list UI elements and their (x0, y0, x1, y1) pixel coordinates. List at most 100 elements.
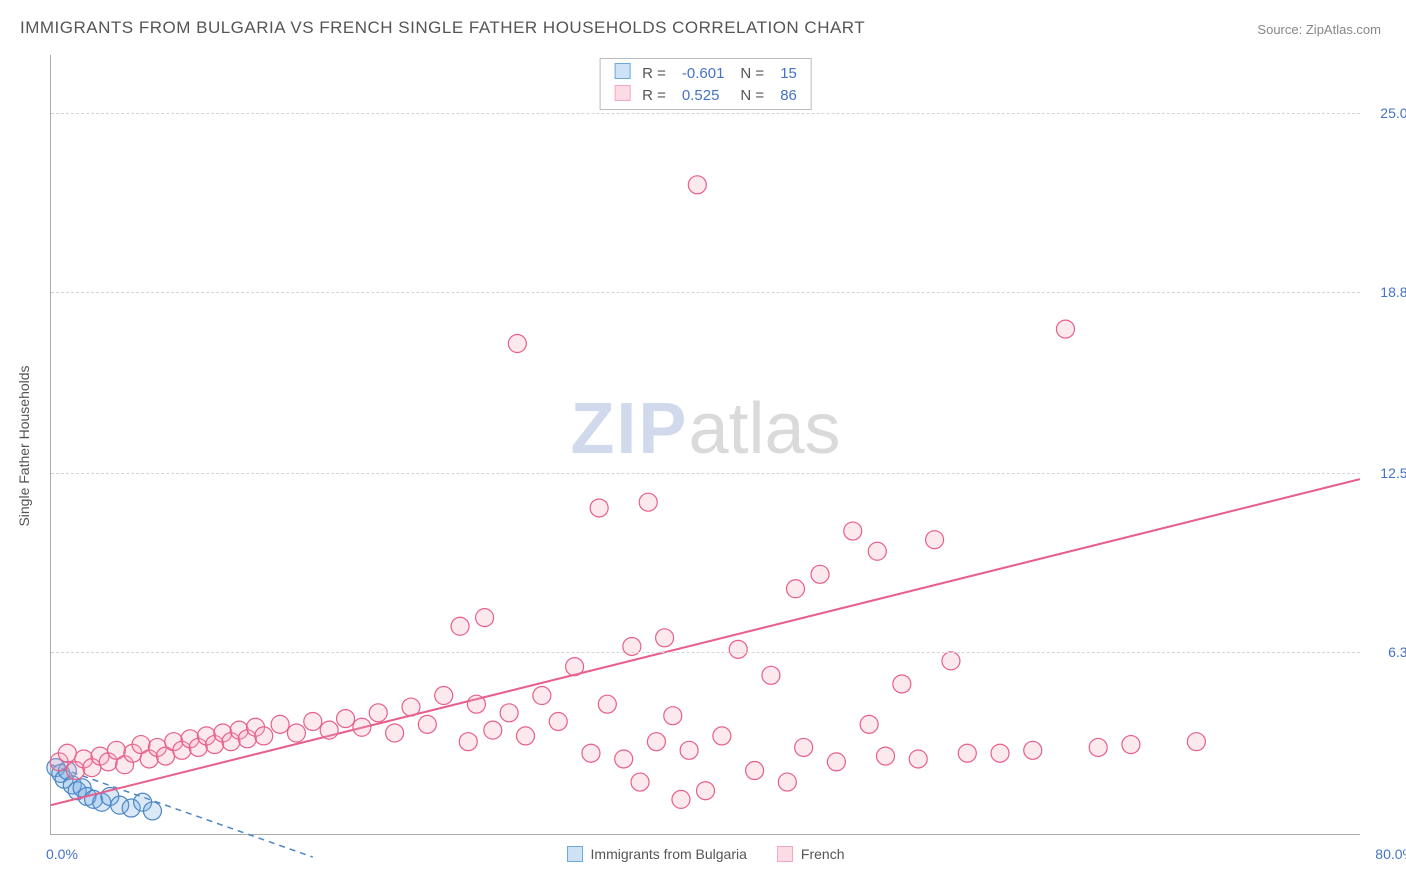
data-point (255, 727, 273, 745)
data-point (615, 750, 633, 768)
data-point (991, 744, 1009, 762)
data-point (484, 721, 502, 739)
data-point (868, 542, 886, 560)
data-point (459, 733, 477, 751)
data-point (533, 687, 551, 705)
legend-item-french: French (777, 846, 845, 862)
y-tick-label: 25.0% (1365, 105, 1406, 121)
series-legend: Immigrants from Bulgaria French (567, 846, 845, 862)
x-tick-max: 80.0% (1375, 846, 1406, 862)
legend-row-pink: R = 0.525 N = 86 (606, 84, 805, 106)
data-point (353, 718, 371, 736)
legend-row-blue: R = -0.601 N = 15 (606, 62, 805, 84)
data-point (844, 522, 862, 540)
data-point (827, 753, 845, 771)
data-point (1056, 320, 1074, 338)
data-point (418, 715, 436, 733)
y-tick-label: 12.5% (1365, 465, 1406, 481)
data-point (958, 744, 976, 762)
data-point (1089, 738, 1107, 756)
data-point (435, 687, 453, 705)
legend-item-bulgaria: Immigrants from Bulgaria (567, 846, 747, 862)
y-tick-label: 6.3% (1365, 644, 1406, 660)
data-point (942, 652, 960, 670)
legend-N-label: N = (732, 84, 772, 106)
data-point (664, 707, 682, 725)
data-point (795, 738, 813, 756)
correlation-legend: R = -0.601 N = 15 R = 0.525 N = 86 (599, 58, 812, 110)
data-point (369, 704, 387, 722)
data-point (1187, 733, 1205, 751)
data-point (271, 715, 289, 733)
legend-swatch-french (777, 846, 793, 862)
legend-swatch-blue (614, 63, 630, 79)
gridline (51, 292, 1360, 293)
legend-N-blue: 15 (772, 62, 805, 84)
data-point (909, 750, 927, 768)
data-point (672, 790, 690, 808)
data-point (402, 698, 420, 716)
legend-N-pink: 86 (772, 84, 805, 106)
data-point (517, 727, 535, 745)
data-point (713, 727, 731, 745)
source-value: ZipAtlas.com (1306, 22, 1381, 37)
data-point (549, 712, 567, 730)
source-label: Source: (1257, 22, 1302, 37)
data-point (893, 675, 911, 693)
data-point (647, 733, 665, 751)
data-point (688, 176, 706, 194)
gridline (51, 113, 1360, 114)
source-attribution: Source: ZipAtlas.com (1257, 22, 1381, 37)
data-point (143, 802, 161, 820)
y-axis-label: Single Father Households (16, 365, 32, 526)
legend-R-label: R = (634, 84, 674, 106)
data-point (337, 710, 355, 728)
data-point (467, 695, 485, 713)
data-point (58, 744, 76, 762)
legend-label-french: French (801, 846, 845, 862)
data-point (680, 741, 698, 759)
trend-line (51, 765, 313, 857)
data-point (304, 712, 322, 730)
data-point (582, 744, 600, 762)
data-point (656, 629, 674, 647)
chart-title: IMMIGRANTS FROM BULGARIA VS FRENCH SINGL… (20, 18, 865, 38)
data-point (451, 617, 469, 635)
y-tick-label: 18.8% (1365, 284, 1406, 300)
data-point (1122, 736, 1140, 754)
data-point (697, 782, 715, 800)
legend-swatch-pink (614, 85, 630, 101)
data-point (566, 658, 584, 676)
data-point (786, 580, 804, 598)
data-point (746, 762, 764, 780)
chart-svg (51, 55, 1360, 834)
data-point (778, 773, 796, 791)
data-point (320, 721, 338, 739)
x-tick-min: 0.0% (46, 846, 78, 862)
data-point (598, 695, 616, 713)
legend-swatch-bulgaria (567, 846, 583, 862)
plot-area: ZIPatlas R = -0.601 N = 15 R = 0.525 N =… (50, 55, 1360, 835)
gridline (51, 652, 1360, 653)
data-point (876, 747, 894, 765)
data-point (860, 715, 878, 733)
data-point (811, 565, 829, 583)
legend-N-label: N = (732, 62, 772, 84)
data-point (508, 335, 526, 353)
data-point (631, 773, 649, 791)
data-point (639, 493, 657, 511)
data-point (926, 531, 944, 549)
data-point (287, 724, 305, 742)
trend-line (51, 479, 1360, 805)
gridline (51, 473, 1360, 474)
legend-R-label: R = (634, 62, 674, 84)
data-point (729, 640, 747, 658)
data-point (762, 666, 780, 684)
data-point (476, 609, 494, 627)
data-point (590, 499, 608, 517)
legend-R-blue: -0.601 (674, 62, 733, 84)
data-point (386, 724, 404, 742)
legend-label-bulgaria: Immigrants from Bulgaria (591, 846, 747, 862)
legend-R-pink: 0.525 (674, 84, 733, 106)
data-point (1024, 741, 1042, 759)
